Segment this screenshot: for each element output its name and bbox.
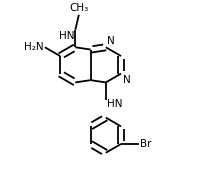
- Text: N: N: [107, 36, 115, 46]
- Text: HN: HN: [59, 31, 74, 41]
- Text: Br: Br: [140, 139, 151, 149]
- Text: HN: HN: [107, 99, 122, 109]
- Text: CH₃: CH₃: [69, 3, 89, 13]
- Text: N: N: [123, 75, 130, 85]
- Text: H₂N: H₂N: [24, 42, 44, 52]
